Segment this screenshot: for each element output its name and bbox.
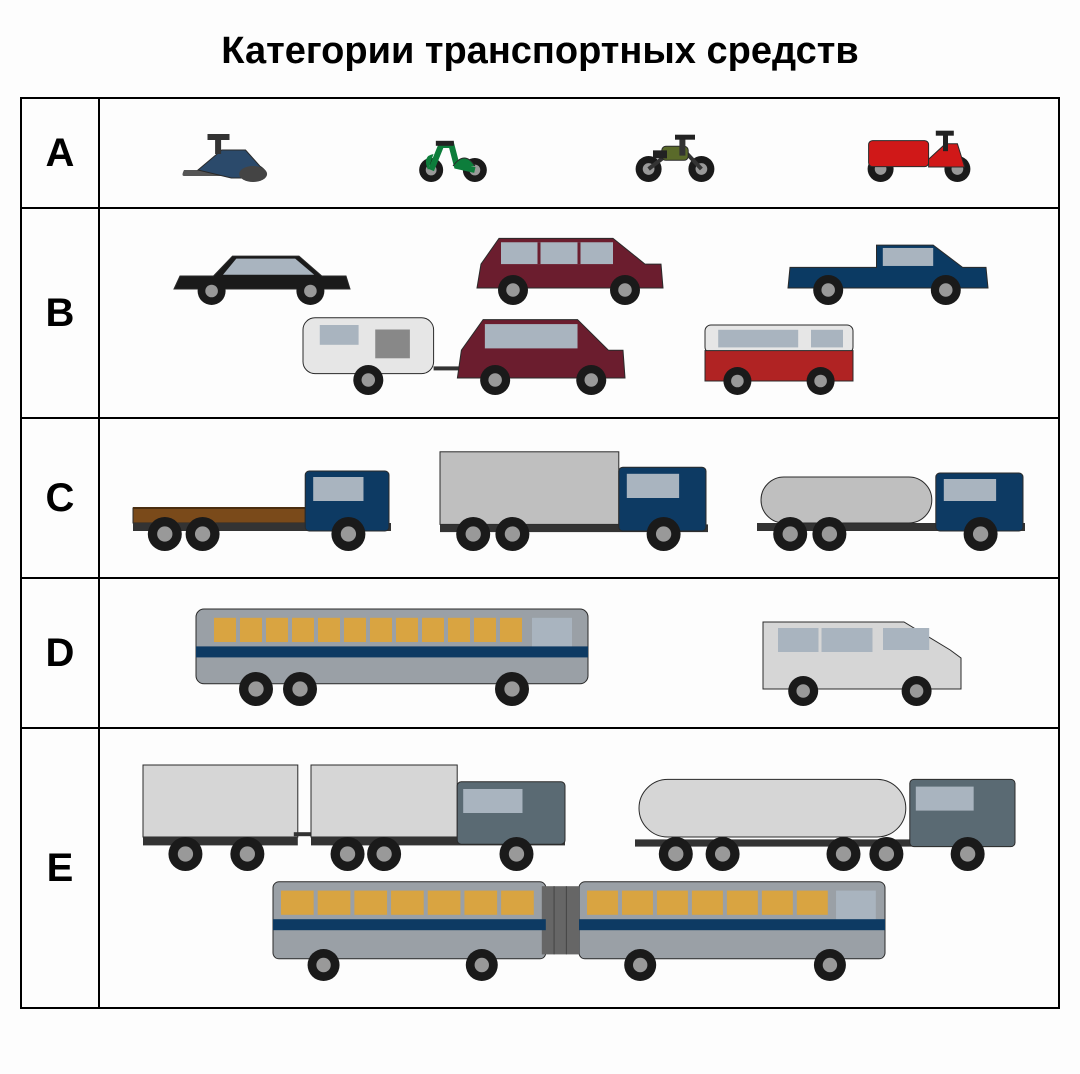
wagon-icon xyxy=(469,229,669,307)
category-label: B xyxy=(21,208,99,418)
tanker-truck-icon xyxy=(751,453,1031,553)
category-row: A xyxy=(21,98,1059,208)
suv-with-camper-icon xyxy=(299,307,629,397)
category-label: E xyxy=(21,728,99,1008)
category-label: D xyxy=(21,578,99,728)
semi-tanker-icon xyxy=(629,753,1019,873)
category-vehicles xyxy=(99,418,1059,578)
pickup-icon xyxy=(782,235,992,307)
category-row: E xyxy=(21,728,1059,1008)
category-row: D xyxy=(21,578,1059,728)
category-label: A xyxy=(21,98,99,208)
vehicle-row xyxy=(112,122,1046,184)
truck-with-trailer-icon xyxy=(139,753,569,873)
category-table: A B xyxy=(20,97,1060,1009)
vehicle-row xyxy=(112,307,1046,397)
sedan-icon xyxy=(166,245,356,307)
category-label: C xyxy=(21,418,99,578)
snowmobile-icon xyxy=(179,129,274,184)
flatbed-truck-icon xyxy=(127,453,397,553)
minibus-van-icon xyxy=(699,317,859,397)
page-title: Категории транспортных средств xyxy=(20,30,1060,73)
motorcycle-icon xyxy=(631,126,719,184)
category-vehicles xyxy=(99,98,1059,208)
vehicle-row xyxy=(112,873,1046,983)
category-vehicles xyxy=(99,578,1059,728)
vehicle-row xyxy=(112,443,1046,553)
articulated-bus-icon xyxy=(269,873,889,983)
category-row: C xyxy=(21,418,1059,578)
scooter-icon xyxy=(414,124,492,184)
coach-bus-icon xyxy=(192,598,592,708)
vehicle-row xyxy=(112,598,1046,708)
mini-bus-icon xyxy=(757,608,967,708)
trike-icon xyxy=(859,122,979,184)
box-truck-icon xyxy=(434,443,714,553)
vehicle-row xyxy=(112,229,1046,307)
category-vehicles xyxy=(99,728,1059,1008)
category-vehicles xyxy=(99,208,1059,418)
category-row: B xyxy=(21,208,1059,418)
vehicle-row xyxy=(112,753,1046,873)
